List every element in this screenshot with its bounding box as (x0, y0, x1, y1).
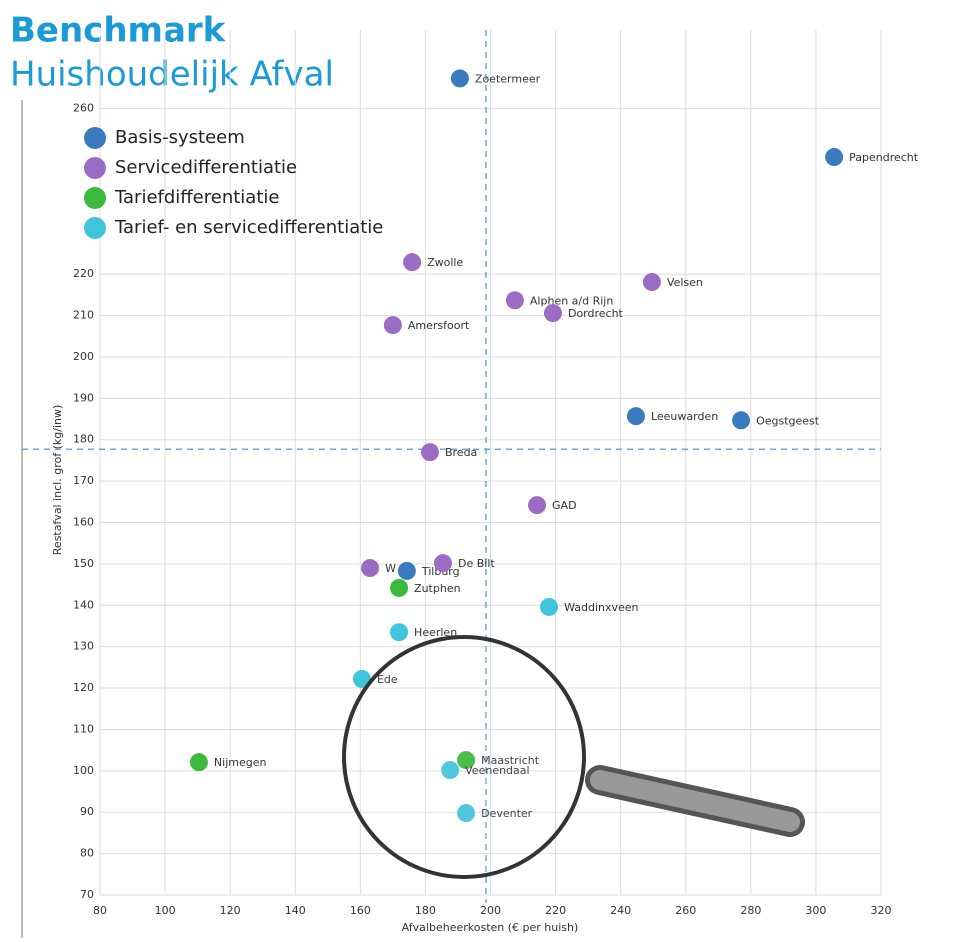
grid: 80 100 120 140 160 180 200 220 240 260 280 300 320 70… (73, 30, 892, 917)
reference-lines (22, 30, 881, 903)
point (543, 304, 562, 323)
x-tick-label: 160 (350, 904, 371, 917)
y-axis-label: Restafval incl. grof (kg/inw) (51, 405, 64, 556)
point (403, 253, 422, 272)
point-label: Deventer (481, 807, 533, 820)
point-label: Zwolle (427, 256, 463, 269)
legend-marker (84, 127, 106, 149)
point-label: De Bilt (458, 557, 495, 570)
point-label: Zoetermeer (475, 72, 541, 85)
y-tick-label: 180 (73, 433, 94, 446)
point (540, 597, 559, 616)
y-tick-label: 110 (73, 722, 94, 735)
point (505, 291, 524, 310)
point (390, 623, 409, 642)
point-label: Breda (445, 446, 477, 459)
points: Zoetermeer Papendrecht Leeuwarden Oegstgees… (189, 69, 919, 823)
title: Benchmark (10, 11, 227, 51)
legend-marker (84, 187, 106, 209)
point-label: Leeuwarden (651, 410, 718, 423)
y-tick-label: 90 (80, 805, 94, 818)
point-label: Nijmegen (214, 756, 267, 769)
y-tick-label: 170 (73, 474, 94, 487)
point-label: Dordrecht (568, 307, 624, 320)
point (390, 578, 409, 597)
point-label: Papendrecht (849, 151, 919, 164)
point-label: Zutphen (414, 582, 461, 595)
point (352, 669, 371, 688)
point (642, 273, 661, 292)
x-axis-label: Afvalbeheerkosten (€ per huish) (402, 921, 579, 934)
y-tick-label: 130 (73, 640, 94, 653)
x-tick-label: 80 (93, 904, 107, 917)
point (528, 496, 547, 515)
point (457, 751, 476, 770)
legend: Basis-systeem Servicedifferentiatie Tarief… (84, 127, 383, 239)
legend-label: Basis-systeem (115, 127, 245, 148)
x-tick-label: 200 (480, 904, 501, 917)
legend-marker (84, 217, 106, 239)
point-label: Alphen a/d Rijn (530, 294, 613, 307)
y-tick-label: 70 (80, 888, 94, 901)
x-tick-label: 140 (285, 904, 306, 917)
x-tick-label: 320 (871, 904, 892, 917)
x-tick-label: 100 (155, 904, 176, 917)
point (450, 69, 469, 88)
legend-marker (84, 157, 106, 179)
y-tick-label: 100 (73, 764, 94, 777)
y-tick-label: 220 (73, 267, 94, 280)
point-label: Veenendaal (465, 764, 529, 777)
point-label: Ede (377, 673, 398, 686)
y-tick-label: 190 (73, 391, 94, 404)
y-tick-label: 120 (73, 681, 94, 694)
y-tick-label: 160 (73, 516, 94, 529)
point-label: Maastricht (481, 754, 540, 767)
y-tick-label: 200 (73, 350, 94, 363)
legend-label: Servicedifferentiatie (115, 157, 297, 178)
y-tick-label: 210 (73, 309, 94, 322)
point (433, 554, 452, 573)
x-tick-label: 260 (675, 904, 696, 917)
point (825, 148, 844, 167)
point (457, 804, 476, 823)
point (441, 761, 460, 780)
point-label: GAD (552, 499, 577, 512)
legend-label: Tariefdifferentiatie (114, 187, 279, 208)
magnifier (342, 635, 805, 879)
x-tick-label: 120 (220, 904, 241, 917)
point (397, 561, 416, 580)
point-label: Velsen (667, 276, 703, 289)
point (189, 753, 208, 772)
legend-label: Tarief- en servicedifferentiatie (114, 217, 383, 238)
point-label: Waddinxveen (564, 601, 638, 614)
point (383, 316, 402, 335)
point (732, 411, 751, 430)
x-tick-label: 220 (545, 904, 566, 917)
point-label: W (385, 562, 396, 575)
x-tick-label: 300 (805, 904, 826, 917)
y-tick-label: 150 (73, 557, 94, 570)
point (361, 559, 380, 578)
y-tick-label: 140 (73, 598, 94, 611)
point-label: Oegstgeest (756, 414, 820, 427)
point (626, 407, 645, 426)
point-label: Amersfoort (408, 319, 470, 332)
y-tick-label: 80 (80, 847, 94, 860)
x-tick-label: 180 (415, 904, 436, 917)
x-tick-label: 240 (610, 904, 631, 917)
subtitle: Huishoudelijk Afval (10, 55, 334, 95)
y-tick-label: 260 (73, 102, 94, 115)
point-label: Heerlen (414, 626, 457, 639)
x-tick-label: 280 (740, 904, 761, 917)
point (420, 443, 439, 462)
